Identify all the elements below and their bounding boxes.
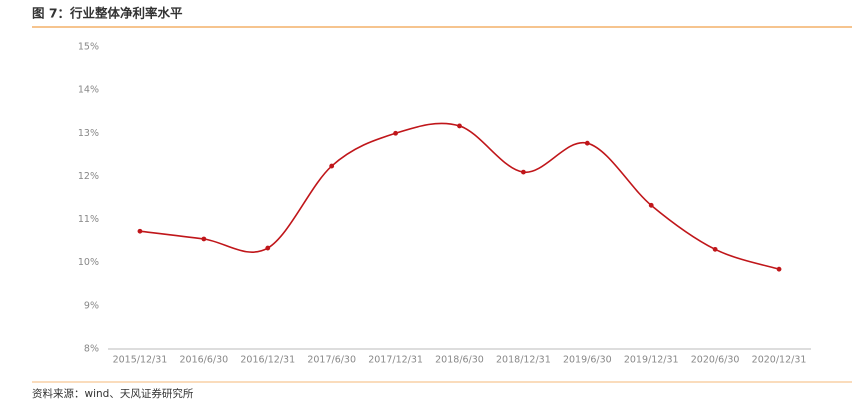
point bbox=[137, 228, 143, 234]
y-tick-label: 15% bbox=[78, 42, 99, 53]
x-tick-label: 2018/6/30 bbox=[435, 355, 484, 366]
point bbox=[776, 266, 782, 272]
y-tick-label: 10% bbox=[78, 257, 99, 268]
y-tick-label: 8% bbox=[84, 344, 99, 355]
x-tick-label: 2020/12/31 bbox=[752, 355, 807, 366]
point bbox=[329, 163, 335, 169]
point bbox=[457, 123, 462, 129]
source-note: 资料来源：wind、天风证券研究所 bbox=[32, 387, 194, 400]
point bbox=[521, 169, 526, 175]
point bbox=[712, 246, 718, 252]
x-tick-label: 2016/6/30 bbox=[180, 355, 229, 366]
x-tick-label: 2016/12/31 bbox=[240, 355, 295, 366]
x-tick-label: 2020/6/30 bbox=[691, 355, 740, 366]
x-tick-label: 2019/6/30 bbox=[563, 355, 612, 366]
x-tick-label: 2019/12/31 bbox=[624, 355, 679, 366]
point bbox=[393, 130, 398, 136]
x-tick-label: 2017/12/31 bbox=[368, 355, 423, 366]
series-line bbox=[139, 122, 780, 270]
y-tick-label: 13% bbox=[78, 128, 99, 139]
chart-title: 图 7：行业整体净利率水平 bbox=[32, 6, 183, 21]
y-tick-label: 12% bbox=[78, 171, 99, 182]
x-tick-label: 2015/12/31 bbox=[113, 355, 168, 366]
point bbox=[648, 202, 654, 208]
x-tick-label: 2018/12/31 bbox=[496, 355, 551, 366]
point bbox=[584, 140, 590, 146]
y-tick-label: 11% bbox=[78, 214, 99, 225]
x-tick-label: 2017/6/30 bbox=[307, 355, 356, 366]
y-tick-label: 9% bbox=[84, 300, 99, 311]
point bbox=[201, 236, 207, 242]
point bbox=[265, 245, 271, 251]
y-tick-label: 14% bbox=[78, 85, 99, 96]
